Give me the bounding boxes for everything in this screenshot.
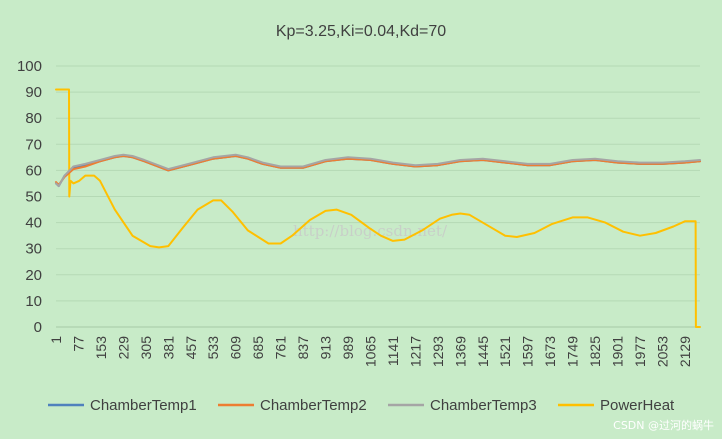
y-tick-label: 20: [25, 267, 42, 284]
y-tick-label: 60: [25, 162, 42, 179]
y-tick-label: 90: [25, 84, 42, 101]
legend-item-chambertemp2: ChamberTemp2: [218, 397, 367, 414]
x-tick-label: 305: [138, 336, 154, 360]
legend-label: ChamberTemp2: [260, 397, 367, 414]
x-tick-label: 381: [160, 336, 176, 360]
x-tick-label: 457: [183, 336, 199, 360]
y-tick-label: 30: [25, 241, 42, 258]
legend-label: ChamberTemp3: [430, 397, 537, 414]
x-tick-label: 761: [273, 336, 289, 360]
y-tick-label: 50: [25, 189, 42, 206]
legend-label: ChamberTemp1: [90, 397, 197, 414]
x-tick-label: 1901: [610, 336, 626, 367]
x-tick-label: 2129: [677, 336, 693, 367]
x-tick-label: 1673: [542, 336, 558, 367]
y-tick-label: 40: [25, 215, 42, 232]
y-axis: 0 10 20 30 40 50 60 70 80 90 100: [17, 58, 42, 336]
y-tick-label: 0: [34, 319, 42, 336]
legend-item-powerheat: PowerHeat: [558, 397, 675, 414]
legend-item-chambertemp3: ChamberTemp3: [388, 397, 537, 414]
x-tick-label: 153: [93, 336, 109, 360]
x-tick-label: 1445: [475, 336, 491, 367]
x-tick-label: 2053: [654, 336, 670, 367]
legend-label: PowerHeat: [600, 397, 675, 414]
watermark-text: http://blog.csdn.net/: [293, 222, 448, 240]
x-tick-label: 1: [48, 336, 64, 344]
x-tick-label: 989: [340, 336, 356, 360]
x-tick-label: 1293: [430, 336, 446, 367]
gridlines: [56, 65, 700, 328]
x-tick-label: 1597: [520, 336, 536, 367]
series-line-chambertemp2: [55, 155, 701, 186]
y-tick-label: 100: [17, 58, 42, 75]
credit-text: CSDN @过河的蜗牛: [613, 418, 714, 432]
x-tick-label: 1977: [632, 336, 648, 367]
x-tick-label: 609: [228, 336, 244, 360]
x-tick-label: 77: [70, 336, 86, 352]
x-tick-label: 685: [250, 336, 266, 360]
x-tick-label: 1217: [407, 336, 423, 367]
x-tick-label: 913: [318, 336, 334, 360]
legend-item-chambertemp1: ChamberTemp1: [48, 397, 197, 414]
x-tick-label: 837: [295, 336, 311, 360]
y-tick-label: 70: [25, 136, 42, 153]
y-tick-label: 80: [25, 110, 42, 127]
legend: ChamberTemp1 ChamberTemp2 ChamberTemp3 Powe…: [48, 397, 675, 414]
x-axis: 1 77 153 229 305 381 457 533 609 685 761 837 913 989 1…: [48, 326, 700, 367]
x-tick-label: 1369: [452, 336, 468, 367]
x-tick-label: 1141: [385, 336, 401, 366]
series-line-powerheat: [55, 88, 701, 328]
x-tick-label: 229: [115, 336, 131, 360]
x-tick-label: 1825: [587, 336, 603, 367]
x-tick-label: 533: [205, 336, 221, 360]
x-tick-label: 1521: [497, 336, 513, 367]
y-tick-label: 10: [25, 293, 42, 310]
x-tick-label: 1065: [362, 336, 378, 367]
chart-title: Kp=3.25,Ki=0.04,Kd=70: [276, 23, 446, 40]
series-lines: [55, 88, 701, 328]
x-tick-label: 1749: [565, 336, 581, 367]
series-line-chambertemp3: [55, 153, 701, 188]
